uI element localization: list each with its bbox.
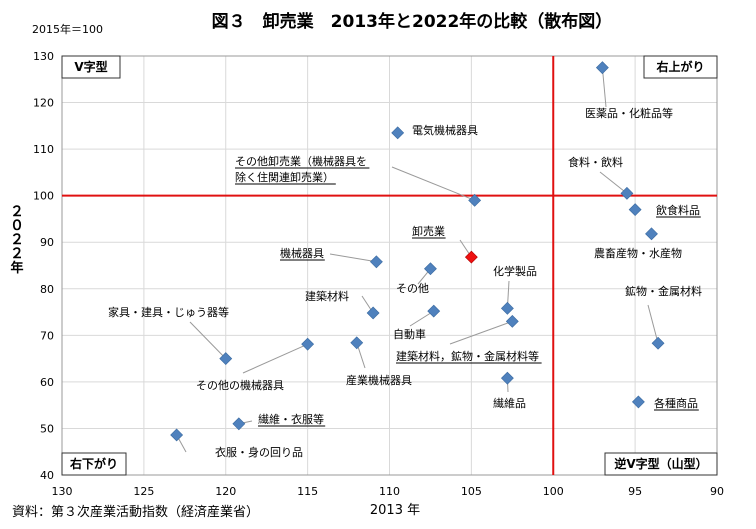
data-label: 建築材料，鉱物・金属材料等: [396, 349, 539, 363]
leader-line: [599, 171, 628, 194]
x-tick-label: 120: [215, 485, 236, 498]
data-label: 衣服・身の回り品: [215, 445, 303, 459]
leader-line: [391, 166, 475, 201]
data-point: [366, 306, 380, 320]
x-tick-label: 110: [379, 485, 400, 498]
data-label: その他: [396, 282, 429, 295]
x-axis-label: 2013 年: [370, 503, 420, 518]
quadrant-label-bottom-left-box: [61, 452, 127, 476]
y-tick-label: 80: [40, 283, 54, 296]
data-point: [424, 262, 437, 276]
y-tick-label: 90: [40, 236, 54, 249]
data-label: 電気機械器具: [412, 123, 478, 137]
x-tick-label: 90: [710, 485, 724, 498]
data-label: 食料・飲料: [568, 155, 623, 169]
plot-border: [61, 55, 718, 476]
data-point: [369, 255, 383, 269]
data-label: 医薬品・化粧品等: [585, 106, 673, 120]
y-axis-label-char: ０: [10, 218, 24, 234]
data-label: 繊維品: [493, 397, 526, 410]
x-tick-label: 95: [628, 485, 642, 498]
data-point: [301, 337, 315, 351]
x-tick-label: 125: [133, 485, 154, 498]
y-axis-label-char: ２: [10, 246, 24, 262]
data-label: 繊維・衣服等: [258, 412, 324, 426]
quadrant-label-top-left: V字型: [74, 59, 107, 74]
y-tick-label: 60: [40, 376, 54, 389]
y-axis-label-char: 年: [10, 260, 23, 276]
plot-area: 40 50 60 70 80 90 100 110 120 130 130 125 120 115 110 1…: [33, 50, 724, 498]
y-tick-label: 50: [40, 422, 54, 435]
data-point: [219, 352, 233, 366]
data-label: 卸売業: [412, 224, 445, 238]
data-point: [232, 417, 246, 431]
data-label: 各種商品: [654, 396, 698, 410]
data-point: [170, 428, 184, 442]
data-point: [595, 61, 609, 75]
data-label: 産業機械器具: [346, 373, 412, 387]
data-label: その他卸売業（機械器具を: [235, 154, 367, 168]
leader-line: [189, 321, 227, 359]
quadrant-label-top-left-box: [61, 55, 121, 79]
y-tick-label: 70: [40, 329, 54, 342]
data-label: 農畜産物・水産物: [594, 246, 682, 260]
y-tick-label: 40: [40, 469, 54, 482]
leader-line: [409, 310, 434, 327]
data-label: 自動車: [393, 327, 426, 341]
quadrant-label-bottom-right: 逆V字型（山型）: [614, 456, 707, 471]
data-point-highlight: [464, 250, 478, 264]
leader-line: [329, 253, 377, 263]
x-tick-label: 130: [52, 485, 73, 498]
y-tick-label: 120: [33, 97, 54, 110]
y-axis-label-char: ２: [10, 232, 24, 248]
x-tick-label: 115: [297, 485, 318, 498]
data-point: [631, 395, 645, 409]
leader-line: [601, 67, 607, 108]
data-label: 飲食料品: [656, 203, 700, 217]
data-label: 建築材料: [305, 289, 349, 303]
quadrant-label-bottom-right-box: [604, 452, 718, 476]
data-label: 化学製品: [493, 264, 537, 278]
chart-title: 図３ 卸売業 2013年と2022年の比較（散布図）: [212, 11, 613, 32]
data-label: その他の機械器具: [196, 378, 284, 392]
data-point: [500, 301, 514, 315]
data-point: [500, 371, 514, 385]
data-label: 除く住関連卸売業）: [235, 170, 334, 184]
x-tick-label: 100: [543, 485, 564, 498]
data-point: [391, 126, 405, 140]
data-label: 鉱物・金属材料: [625, 284, 702, 298]
data-point: [350, 336, 364, 350]
data-point: [628, 203, 642, 217]
data-point: [620, 186, 634, 200]
y-tick-label: 100: [33, 190, 54, 203]
data-point: [427, 304, 441, 318]
data-label: 機械器具: [280, 246, 324, 260]
source-note: 資料：第３次産業活動指数（経済産業省）: [12, 504, 259, 520]
leader-line: [242, 343, 308, 374]
data-point: [651, 336, 665, 350]
x-tick-label: 105: [461, 485, 482, 498]
y-axis-label-char: ２: [10, 204, 24, 220]
y-axis-label: ２０２２年: [10, 204, 24, 276]
y-tick-label: 130: [33, 50, 54, 63]
data-point: [645, 227, 658, 241]
quadrant-label-bottom-left: 右下がり: [69, 456, 118, 471]
data-label: 家具・建具・じゅう器等: [108, 305, 229, 319]
quadrant-label-top-right-box: [643, 55, 718, 79]
data-point: [468, 193, 482, 207]
quadrant-label-top-right: 右上がり: [655, 59, 704, 74]
base-note: 2015年＝100: [32, 22, 103, 36]
leader-line: [647, 304, 659, 344]
y-tick-label: 110: [33, 143, 54, 156]
leader-line: [449, 320, 513, 345]
data-point: [505, 314, 519, 328]
